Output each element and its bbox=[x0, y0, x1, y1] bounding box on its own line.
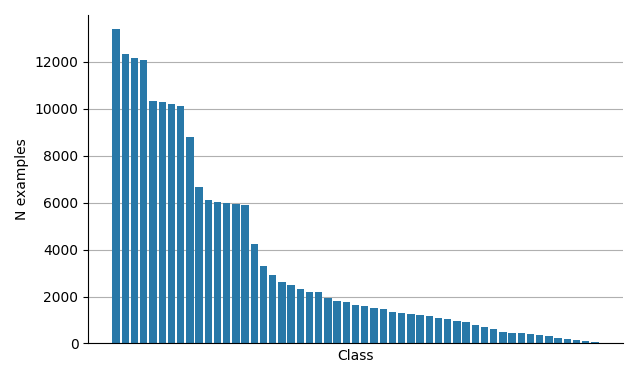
Bar bbox=[545, 336, 553, 344]
Y-axis label: N examples: N examples bbox=[15, 138, 29, 220]
Bar bbox=[324, 298, 332, 344]
Bar bbox=[352, 305, 359, 344]
Bar bbox=[334, 301, 341, 344]
Bar bbox=[260, 266, 267, 344]
Bar bbox=[131, 59, 138, 344]
Bar bbox=[278, 282, 286, 344]
Bar bbox=[297, 290, 304, 344]
Bar bbox=[434, 318, 442, 344]
Bar bbox=[140, 60, 147, 344]
Bar bbox=[582, 341, 590, 344]
Bar bbox=[251, 244, 258, 344]
Bar bbox=[361, 306, 369, 344]
Bar bbox=[186, 137, 193, 344]
Bar bbox=[288, 285, 295, 344]
Bar bbox=[573, 340, 581, 344]
X-axis label: Class: Class bbox=[338, 349, 374, 363]
Bar bbox=[407, 314, 415, 344]
Bar bbox=[591, 342, 598, 344]
Bar bbox=[315, 292, 322, 344]
Bar bbox=[508, 333, 516, 344]
Bar bbox=[158, 102, 166, 344]
Bar bbox=[490, 329, 498, 344]
Bar bbox=[122, 54, 129, 344]
Bar bbox=[499, 332, 507, 344]
Bar bbox=[195, 187, 203, 344]
Bar bbox=[426, 316, 433, 344]
Bar bbox=[444, 319, 451, 344]
Bar bbox=[306, 292, 313, 344]
Bar bbox=[398, 313, 405, 344]
Bar bbox=[481, 327, 488, 344]
Bar bbox=[517, 333, 525, 344]
Bar bbox=[168, 104, 175, 344]
Bar bbox=[232, 204, 239, 344]
Bar bbox=[223, 203, 230, 344]
Bar bbox=[269, 276, 276, 344]
Bar bbox=[527, 334, 534, 344]
Bar bbox=[453, 321, 461, 344]
Bar bbox=[177, 107, 184, 344]
Bar bbox=[149, 101, 157, 344]
Bar bbox=[370, 308, 378, 344]
Bar bbox=[343, 302, 350, 344]
Bar bbox=[389, 312, 396, 344]
Bar bbox=[471, 325, 479, 344]
Bar bbox=[463, 322, 470, 344]
Bar bbox=[417, 315, 424, 344]
Bar bbox=[554, 338, 562, 344]
Bar bbox=[112, 29, 120, 344]
Bar bbox=[380, 310, 387, 344]
Bar bbox=[214, 201, 221, 344]
Bar bbox=[564, 339, 571, 344]
Bar bbox=[536, 335, 544, 344]
Bar bbox=[241, 205, 249, 344]
Bar bbox=[205, 200, 212, 344]
